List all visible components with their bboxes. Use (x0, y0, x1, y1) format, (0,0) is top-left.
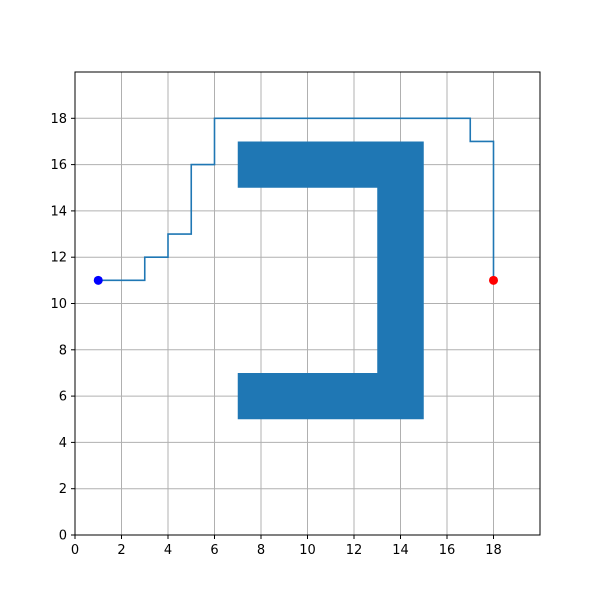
path-layer (98, 117, 495, 282)
x-tick-label: 8 (257, 543, 265, 558)
y-tick-label: 2 (59, 482, 67, 497)
x-tick-label: 0 (71, 543, 79, 558)
x-tick-label: 6 (210, 543, 218, 558)
marker-layer (93, 275, 498, 285)
path-line (98, 117, 495, 282)
y-tick-label: 14 (50, 204, 67, 219)
x-tick-label: 12 (346, 543, 363, 558)
y-tick-label: 4 (59, 436, 67, 451)
y-tick-label: 6 (59, 390, 67, 405)
y-tick-label: 0 (59, 529, 67, 544)
y-tick-label: 10 (50, 297, 67, 312)
y-tick-label: 18 (50, 112, 67, 127)
y-tick-label: 12 (50, 251, 67, 266)
x-tick-label: 10 (299, 543, 316, 558)
y-tick-label: 8 (59, 343, 67, 358)
tick-layer: 0 2 4 6 8 10 12 14 16 18 0 2 4 6 8 10 12 14 16 18 (50, 112, 501, 558)
x-tick-label: 14 (392, 543, 409, 558)
obstacle-layer (237, 141, 424, 420)
obstacle (237, 141, 424, 420)
goal-point (489, 275, 498, 285)
y-tick-label: 16 (50, 158, 67, 173)
x-tick-label: 2 (117, 543, 125, 558)
x-tick-label: 18 (485, 543, 502, 558)
x-tick-label: 16 (439, 543, 456, 558)
x-tick-label: 4 (164, 543, 172, 558)
start-point (93, 275, 103, 285)
